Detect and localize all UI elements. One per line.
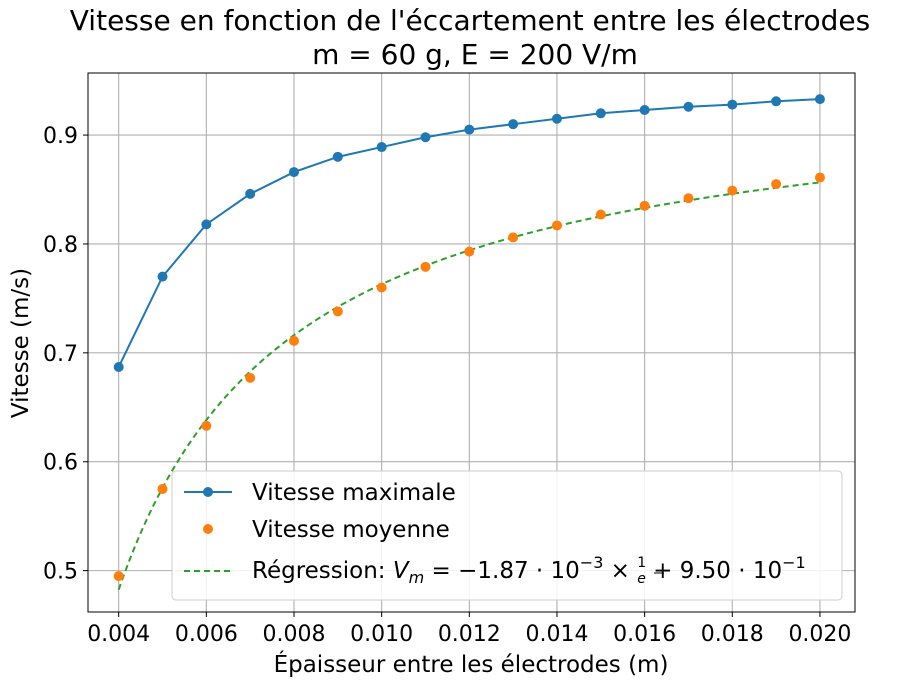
legend-regression-exp2: −1 [782, 553, 806, 572]
vitesse-moyenne-point [201, 420, 212, 431]
vitesse-maximale-point [595, 108, 606, 119]
plot-series [113, 94, 825, 591]
legend-marker-vitesse-moyenne [203, 524, 213, 534]
vitesse-maximale-point [683, 101, 694, 112]
vitesse-moyenne-point [332, 306, 343, 317]
legend-regression-var: V [393, 558, 411, 584]
vitesse-moyenne-point [639, 200, 650, 211]
vitesse-moyenne-point [420, 261, 431, 272]
vitesse-maximale-point [508, 119, 519, 130]
legend-box [171, 470, 843, 601]
x-tick-label: 0.012 [438, 622, 501, 647]
x-tick-label: 0.010 [350, 622, 413, 647]
legend: Vitesse maximale Vitesse moyenne Régress… [171, 470, 843, 601]
legend-regression-frac-num: 1 [637, 555, 646, 571]
legend-label-vitesse-moyenne: Vitesse moyenne [252, 517, 450, 543]
vitesse-moyenne-point [376, 282, 387, 293]
vitesse-moyenne-point [814, 172, 825, 183]
x-tick-label: 0.020 [788, 622, 851, 647]
y-axis-ticks: 0.5 0.6 0.7 0.8 0.9 [43, 124, 88, 585]
vitesse-moyenne-point [464, 246, 475, 257]
legend-regression-times: × [603, 558, 637, 584]
vitesse-moyenne-point [683, 193, 694, 204]
vitesse-maximale-point [332, 151, 343, 162]
vitesse-moyenne-point [727, 185, 738, 196]
vitesse-moyenne-point [113, 571, 124, 582]
legend-marker-vitesse-maximale [203, 487, 213, 497]
vitesse-maximale-point [551, 113, 562, 124]
vitesse-maximale-point [157, 271, 168, 282]
vitesse-maximale-point [771, 96, 782, 107]
vitesse-maximale-point [376, 142, 387, 153]
x-tick-label: 0.006 [175, 622, 238, 647]
vitesse-moyenne-point [595, 209, 606, 220]
vitesse-maximale-point [245, 188, 256, 199]
x-tick-label: 0.008 [263, 622, 326, 647]
legend-regression-frac-den: e [637, 571, 646, 587]
vitesse-moyenne-point [288, 335, 299, 346]
y-tick-label: 0.5 [43, 560, 78, 585]
x-tick-label: 0.014 [525, 622, 588, 647]
chart-subtitle: m = 60 g, E = 200 V/m [312, 38, 638, 71]
vitesse-moyenne-point [157, 483, 168, 494]
vitesse-moyenne-point [771, 179, 782, 190]
legend-regression-eq: = −1.87 · 10 [424, 558, 580, 584]
legend-regression-sub: m [409, 568, 425, 587]
y-tick-label: 0.7 [43, 342, 78, 367]
x-tick-label: 0.004 [87, 622, 150, 647]
legend-regression-prefix: Régression: [252, 558, 393, 584]
y-axis-label: Vitesse (m/s) [8, 268, 34, 418]
vitesse-maximale-point [464, 124, 475, 135]
plot-frame [87, 72, 856, 613]
y-tick-label: 0.8 [43, 233, 78, 258]
vitesse-maximale-point [288, 167, 299, 178]
legend-regression-plus: + 9.50 · 10 [646, 558, 782, 584]
chart-title: Vitesse en fonction de l'éccartement ent… [70, 4, 870, 37]
vitesse-maximale-point [727, 99, 738, 110]
vitesse-maximale-point [639, 105, 650, 116]
vitesse-maximale-point [113, 362, 124, 372]
vitesse-moyenne-point [245, 372, 256, 383]
y-tick-label: 0.6 [43, 451, 78, 476]
x-axis-label: Épaisseur entre les électrodes (m) [274, 650, 669, 678]
y-tick-label: 0.9 [43, 124, 78, 149]
vitesse-maximale-point [201, 219, 212, 230]
legend-label-vitesse-maximale: Vitesse maximale [252, 480, 456, 506]
vitesse-maximale-point [814, 94, 825, 105]
legend-regression-exp1: −3 [580, 553, 604, 572]
vitesse-maximale-point [420, 132, 431, 143]
x-tick-label: 0.016 [613, 622, 676, 647]
vitesse-moyenne-point [508, 232, 519, 243]
x-axis-ticks: 0.004 0.006 0.008 0.010 0.012 0.014 0.016 0.018… [87, 612, 851, 647]
x-tick-label: 0.018 [701, 622, 764, 647]
vitesse-moyenne-point [551, 220, 562, 231]
